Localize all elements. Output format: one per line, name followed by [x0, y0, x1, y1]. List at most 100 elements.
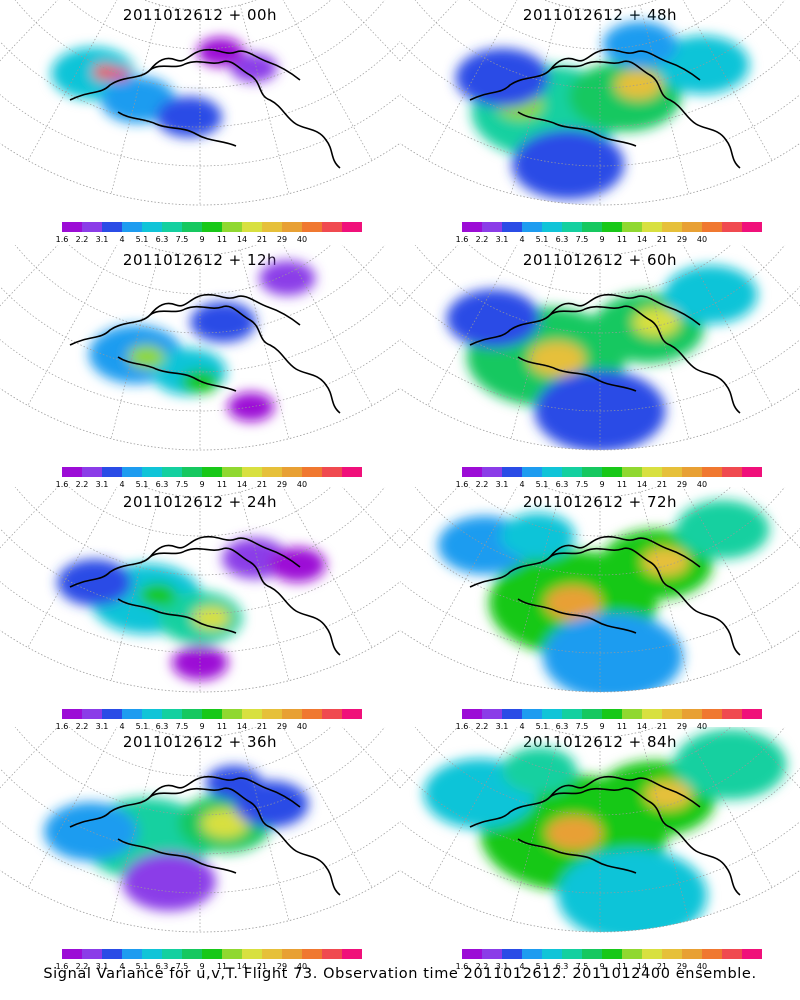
colorbar-swatch — [122, 709, 142, 719]
colorbar-swatch — [682, 467, 702, 477]
colorbar-tick-label: 11 — [616, 962, 628, 971]
colorbar-tick-label: 7.5 — [575, 235, 589, 244]
colorbar-swatch — [122, 949, 142, 959]
colorbar-swatch — [282, 949, 302, 959]
longitude-line — [0, 245, 91, 353]
colorbar-tick-label: 2.2 — [75, 722, 89, 731]
colorbar-swatch — [542, 709, 562, 719]
latitude-line — [0, 504, 400, 654]
colorbar-tick-label: 11 — [216, 962, 228, 971]
variance-map — [0, 245, 400, 451]
colorbar — [462, 222, 762, 232]
coastline — [517, 356, 637, 392]
latitude-line — [400, 504, 800, 654]
colorbar-swatch — [542, 222, 562, 232]
longitude-line — [639, 249, 690, 439]
longitude-line — [110, 4, 161, 194]
colorbar-swatch — [642, 222, 662, 232]
colorbar-swatch — [102, 222, 122, 232]
colorbar-tick-label: 7.5 — [175, 722, 189, 731]
colorbar-swatch — [102, 949, 122, 959]
colorbar-tick-label: 3.1 — [95, 480, 109, 489]
latitude-line — [430, 727, 770, 777]
colorbar-tick-label: 21 — [656, 722, 668, 731]
variance-map — [400, 727, 800, 933]
coastline — [149, 775, 301, 808]
colorbar-swatch — [542, 467, 562, 477]
latitude-line — [0, 17, 400, 167]
colorbar-tick-label: 14 — [636, 235, 648, 244]
colorbar-tick-label: 21 — [256, 235, 268, 244]
colorbar-swatch — [242, 467, 262, 477]
colorbar-swatch — [82, 709, 102, 719]
colorbar-swatch — [122, 222, 142, 232]
colorbar-swatch — [182, 222, 202, 232]
colorbar-swatch — [622, 709, 642, 719]
colorbar-swatch — [302, 709, 322, 719]
latitude-line — [0, 0, 400, 89]
variance-blob — [644, 780, 692, 810]
colorbar-tick-label: 2.2 — [75, 480, 89, 489]
colorbar-swatch — [702, 222, 722, 232]
colorbar-tick-label: 11 — [216, 480, 228, 489]
colorbar-swatch — [662, 467, 682, 477]
colorbar-tick-label: 40 — [296, 480, 308, 489]
colorbar-swatch — [562, 949, 582, 959]
variance-map — [400, 245, 800, 451]
colorbar-swatch — [242, 949, 262, 959]
colorbar-tick-label: 11 — [616, 722, 628, 731]
colorbar-swatch — [142, 467, 162, 477]
map-panel: 2011012612 + 60h 1.6 2.2 3.1 4 5.1 6.3 7.5 9 11 14… — [400, 245, 800, 490]
colorbar-tick-label: 3.1 — [95, 235, 109, 244]
colorbar-swatch — [182, 709, 202, 719]
colorbar-swatch — [622, 949, 642, 959]
colorbar-tick-label: 6.3 — [155, 480, 169, 489]
colorbar-swatch — [722, 949, 742, 959]
colorbar-tick-label: 7.5 — [575, 962, 589, 971]
latitude-line — [400, 262, 800, 412]
colorbar-tick-label: 1.6 — [55, 235, 69, 244]
coastline — [469, 60, 741, 169]
colorbar-swatch — [742, 709, 762, 719]
colorbar-tick-label: 14 — [236, 962, 248, 971]
colorbar-swatch — [202, 467, 222, 477]
latitude-line — [400, 727, 800, 816]
latitude-line — [430, 487, 770, 537]
coastline — [69, 305, 341, 414]
colorbar-tick-label: 11 — [616, 480, 628, 489]
colorbar-swatch — [522, 949, 542, 959]
colorbar-tick-label: 9 — [599, 962, 605, 971]
colorbar — [462, 467, 762, 477]
variance-blob — [674, 729, 787, 800]
colorbar-swatch — [62, 709, 82, 719]
colorbar-tick-label: 6.3 — [555, 235, 569, 244]
longitude-line — [239, 4, 290, 194]
coastline — [149, 535, 301, 568]
colorbar-tick-label: 11 — [216, 235, 228, 244]
colorbar-tick-label: 21 — [656, 962, 668, 971]
colorbar-swatch — [262, 222, 282, 232]
colorbar-tick-label: 3.1 — [495, 235, 509, 244]
colorbar-tick-label: 5.1 — [135, 235, 149, 244]
colorbar-swatch — [122, 467, 142, 477]
variance-blob — [528, 341, 585, 377]
colorbar-swatch — [202, 709, 222, 719]
colorbar-swatch — [162, 709, 182, 719]
colorbar-tick-label: 4 — [119, 722, 125, 731]
colorbar-tick-label: 6.3 — [555, 480, 569, 489]
colorbar-swatch — [502, 222, 522, 232]
colorbar-tick-label: 14 — [636, 962, 648, 971]
latitude-line — [430, 245, 770, 295]
latitude-line — [30, 727, 370, 777]
colorbar-tick-label: 11 — [216, 722, 228, 731]
variance-blob — [205, 765, 262, 801]
colorbar-swatch — [462, 222, 482, 232]
colorbar-swatch — [162, 222, 182, 232]
colorbar-tick-label: 14 — [636, 480, 648, 489]
colorbar-swatch — [202, 222, 222, 232]
colorbar-tick-label: 1.6 — [455, 235, 469, 244]
colorbar-tick-label: 6.3 — [555, 962, 569, 971]
longitude-line — [427, 0, 523, 161]
coastline — [549, 293, 701, 326]
colorbar-tick-label: 14 — [636, 722, 648, 731]
